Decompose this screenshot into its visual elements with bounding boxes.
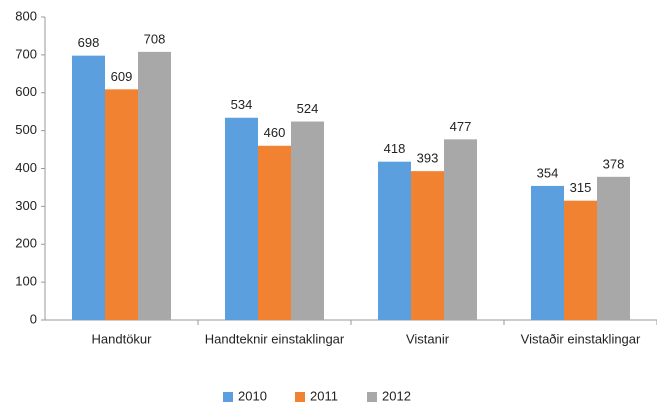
- value-label: 378: [603, 156, 625, 171]
- value-label: 315: [570, 180, 592, 195]
- x-tick-label: Handteknir einstaklingar: [205, 331, 345, 346]
- bar: [444, 139, 477, 320]
- bar: [564, 200, 597, 320]
- value-label: 708: [144, 31, 166, 46]
- legend-label: 2012: [382, 388, 411, 403]
- value-label: 393: [417, 151, 439, 166]
- x-tick-label: Handtökur: [92, 331, 153, 346]
- bar: [531, 185, 564, 320]
- bar: [597, 176, 630, 320]
- legend-label: 2011: [310, 388, 338, 403]
- y-tick-label: 200: [15, 236, 37, 251]
- y-tick-label: 600: [15, 84, 37, 99]
- value-label: 418: [384, 141, 406, 156]
- bar: [411, 171, 444, 320]
- y-tick-label: 700: [15, 46, 37, 61]
- y-tick-label: 500: [15, 122, 37, 137]
- y-tick-label: 0: [30, 311, 37, 326]
- bar: [72, 55, 105, 320]
- value-label: 460: [264, 125, 286, 140]
- y-tick-label: 400: [15, 160, 37, 175]
- y-tick-label: 100: [15, 274, 37, 289]
- y-tick-label: 800: [15, 8, 37, 23]
- bar: [105, 89, 138, 320]
- bar: [378, 161, 411, 320]
- legend-swatch: [223, 392, 233, 402]
- bar: [258, 145, 291, 320]
- x-tick-label: Vistanir: [406, 331, 450, 346]
- bar: [138, 51, 171, 320]
- bar: [225, 117, 258, 320]
- legend-swatch: [295, 392, 305, 402]
- legend-label: 2010: [238, 388, 267, 403]
- legend-swatch: [367, 392, 377, 402]
- y-tick-label: 300: [15, 198, 37, 213]
- value-label: 609: [111, 69, 133, 84]
- value-label: 477: [450, 119, 472, 134]
- value-label: 524: [297, 101, 319, 116]
- bar: [291, 121, 324, 320]
- value-label: 698: [78, 35, 100, 50]
- value-label: 354: [537, 165, 559, 180]
- value-label: 534: [231, 97, 253, 112]
- x-tick-label: Vistaðir einstaklingar: [521, 331, 641, 346]
